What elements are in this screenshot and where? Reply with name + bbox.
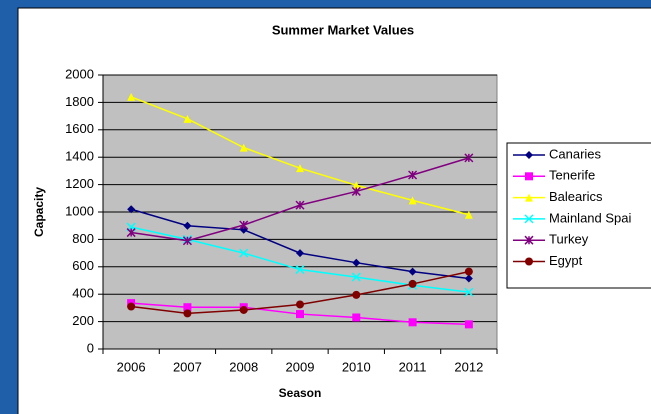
marker bbox=[183, 221, 192, 230]
marker bbox=[351, 186, 361, 196]
y-tick-label: 1200 bbox=[65, 176, 94, 191]
x-tick-label: 2009 bbox=[286, 359, 315, 374]
marker bbox=[295, 265, 305, 275]
y-tick-label: 200 bbox=[72, 313, 94, 328]
x-tick-label: 2008 bbox=[229, 359, 258, 374]
marker bbox=[352, 290, 361, 299]
marker bbox=[524, 214, 534, 224]
y-tick-label: 1000 bbox=[65, 203, 94, 218]
marker bbox=[296, 164, 304, 173]
legend-label: Turkey bbox=[549, 232, 589, 247]
marker bbox=[127, 302, 136, 311]
legend-label: Balearics bbox=[549, 189, 603, 204]
marker bbox=[408, 318, 417, 327]
marker bbox=[464, 320, 473, 329]
marker bbox=[295, 200, 305, 210]
marker bbox=[524, 235, 534, 245]
x-tick-label: 2011 bbox=[399, 359, 427, 374]
legend-label: Mainland Spai bbox=[549, 210, 631, 225]
marker bbox=[408, 196, 417, 205]
marker bbox=[296, 249, 304, 258]
marker bbox=[239, 143, 248, 152]
marker bbox=[183, 309, 192, 318]
x-tick-label: 2006 bbox=[117, 359, 146, 374]
marker bbox=[127, 92, 136, 101]
marker bbox=[239, 305, 248, 314]
legend-label: Canaries bbox=[549, 146, 602, 161]
marker bbox=[126, 228, 136, 238]
marker bbox=[525, 172, 533, 181]
y-tick-label: 0 bbox=[87, 340, 94, 355]
marker bbox=[525, 257, 533, 266]
legend-label: Egypt bbox=[549, 253, 583, 268]
x-tick-label: 2012 bbox=[454, 359, 483, 374]
y-tick-label: 1400 bbox=[65, 149, 94, 164]
marker bbox=[239, 248, 249, 258]
marker bbox=[408, 279, 417, 288]
x-tick-label: 2010 bbox=[342, 359, 371, 374]
marker bbox=[127, 205, 136, 214]
chart-title: Summer Market Values bbox=[272, 22, 414, 37]
marker bbox=[352, 181, 361, 190]
marker bbox=[408, 170, 418, 180]
x-axis-label: Season bbox=[279, 386, 322, 400]
marker bbox=[183, 303, 192, 312]
legend-label: Tenerife bbox=[549, 168, 595, 183]
y-tick-label: 400 bbox=[72, 286, 94, 301]
y-tick-label: 2000 bbox=[65, 66, 94, 81]
marker bbox=[351, 272, 361, 282]
y-tick-label: 800 bbox=[72, 231, 94, 246]
y-tick-label: 600 bbox=[72, 258, 94, 273]
marker bbox=[296, 310, 304, 319]
marker bbox=[182, 236, 192, 246]
marker bbox=[408, 267, 417, 276]
y-axis-label: Capacity bbox=[32, 187, 46, 237]
marker bbox=[464, 267, 473, 276]
marker bbox=[525, 151, 533, 159]
y-tick-label: 1800 bbox=[65, 94, 94, 109]
marker bbox=[464, 287, 474, 297]
marker bbox=[464, 210, 473, 219]
marker bbox=[464, 274, 473, 283]
y-tick-label: 1600 bbox=[65, 121, 94, 136]
marker bbox=[352, 313, 361, 322]
marker bbox=[239, 220, 249, 230]
marker bbox=[296, 300, 304, 309]
marker bbox=[525, 193, 533, 202]
x-tick-label: 2007 bbox=[173, 359, 202, 374]
marker bbox=[464, 153, 474, 163]
marker bbox=[352, 258, 361, 267]
marker bbox=[183, 114, 192, 123]
